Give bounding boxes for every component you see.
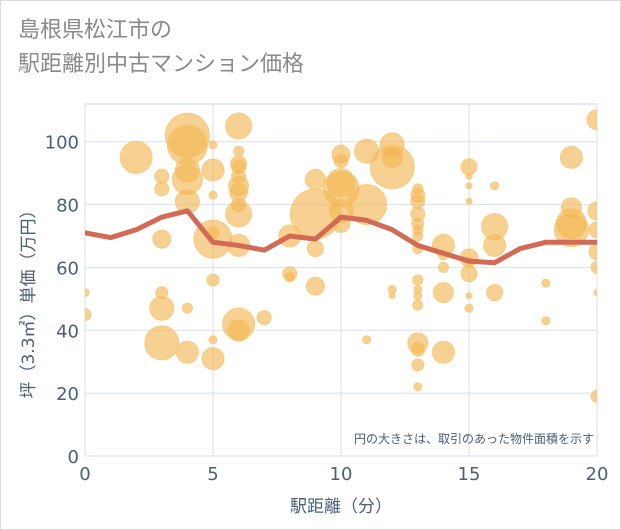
bubble xyxy=(437,261,449,273)
chart-title: 島根県松江市の 駅距離別中古マンション価格 xyxy=(18,14,304,82)
bubble xyxy=(411,358,425,372)
bubble xyxy=(369,144,415,190)
bubble xyxy=(85,288,90,298)
bubble xyxy=(208,190,218,200)
bubble xyxy=(154,181,170,197)
bubble xyxy=(305,276,325,296)
bubble xyxy=(460,265,478,283)
bubble xyxy=(154,168,170,184)
y-tick-label: 100 xyxy=(45,133,79,154)
bubble xyxy=(208,335,218,345)
y-tick-label: 0 xyxy=(68,447,79,468)
bubble xyxy=(152,229,172,249)
x-axis-label: 駅距離（分） xyxy=(290,497,392,517)
bubble xyxy=(181,302,193,314)
x-tick-labels: 0 5 10 15 20 xyxy=(79,464,608,485)
x-tick-label: 5 xyxy=(207,464,218,485)
bubble xyxy=(553,212,589,248)
bubble xyxy=(460,158,478,176)
x-tick-label: 10 xyxy=(330,464,353,485)
bubble xyxy=(413,291,423,301)
y-axis-label: 坪（3.3㎡）単価（万円） xyxy=(19,201,39,398)
bubble xyxy=(412,230,424,242)
bubble xyxy=(490,181,500,191)
x-tick-label: 20 xyxy=(586,464,609,485)
bubble xyxy=(431,340,455,364)
bubble xyxy=(233,145,245,157)
average-line-group xyxy=(85,208,597,266)
bubble xyxy=(588,221,597,239)
chart-title-line1: 島根県松江市の xyxy=(18,18,173,43)
bubbles xyxy=(85,109,597,403)
x-tick-label: 15 xyxy=(458,464,481,485)
bubble xyxy=(541,316,551,326)
bubble xyxy=(333,153,349,169)
bubble xyxy=(587,201,597,221)
bubble xyxy=(410,193,426,209)
bubble xyxy=(225,200,253,228)
bubble xyxy=(559,145,583,169)
bubble xyxy=(388,292,396,300)
y-tick-label: 40 xyxy=(56,321,79,342)
bubble xyxy=(225,112,253,140)
bubble xyxy=(410,341,426,357)
bubble xyxy=(588,243,597,261)
y-tick-labels: 0 20 40 60 80 100 xyxy=(45,133,79,468)
bubble xyxy=(413,382,423,392)
bubble xyxy=(227,318,251,342)
y-tick-label: 20 xyxy=(56,384,79,405)
chart-title-line2: 駅距離別中古マンション価格 xyxy=(18,52,305,77)
bubble xyxy=(486,284,504,302)
bubble xyxy=(304,168,326,190)
bubble xyxy=(590,389,597,403)
bubble xyxy=(586,109,597,131)
bubble xyxy=(432,282,454,304)
bubble xyxy=(119,140,153,174)
bubble xyxy=(465,172,473,180)
bubble xyxy=(362,335,372,345)
bubble xyxy=(412,299,424,311)
bubble xyxy=(306,240,324,258)
size-note: 円の大きさは、取引のあった物件面積を示す xyxy=(354,431,594,446)
bubble xyxy=(590,260,597,274)
bubble xyxy=(175,340,199,364)
x-tick-label: 0 xyxy=(79,464,90,485)
bubble xyxy=(593,289,597,297)
bubble xyxy=(208,140,218,150)
bubble xyxy=(412,274,424,286)
y-tick-label: 60 xyxy=(56,258,79,279)
bubble xyxy=(206,273,220,287)
bubble xyxy=(256,310,272,326)
bubble xyxy=(149,295,175,321)
bubble xyxy=(483,233,507,257)
bubble xyxy=(465,292,473,300)
bubble xyxy=(144,325,180,361)
y-tick-label: 80 xyxy=(56,196,79,217)
bubble xyxy=(465,197,473,205)
bubble xyxy=(541,278,551,288)
bubble xyxy=(464,303,474,313)
bubble xyxy=(465,182,473,190)
bubble xyxy=(201,158,225,182)
bubble xyxy=(201,347,225,371)
bubble xyxy=(346,184,388,226)
bubble xyxy=(85,308,92,322)
average-line xyxy=(85,208,597,266)
bubble xyxy=(284,271,296,283)
